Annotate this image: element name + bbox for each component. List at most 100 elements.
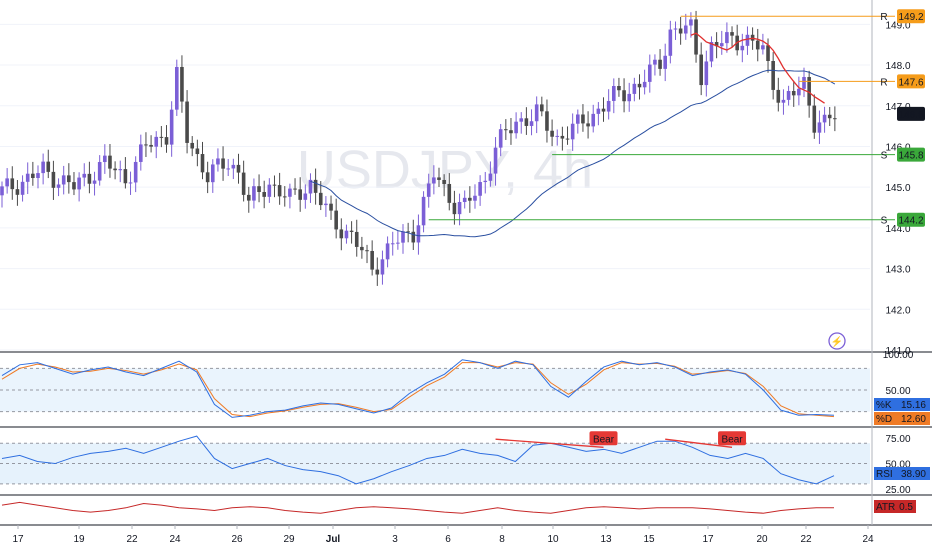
- x-tick-label: 3: [392, 534, 398, 545]
- candle-body: [303, 193, 308, 200]
- x-tick-label: 29: [283, 534, 295, 545]
- candle-body: [529, 121, 534, 126]
- candle-body: [524, 118, 529, 126]
- candle-body: [791, 90, 796, 96]
- rsi-line: [1, 435, 835, 485]
- candle-body: [41, 161, 45, 174]
- atr-value: 0.5: [899, 502, 913, 513]
- x-tick-label: 24: [169, 534, 181, 545]
- candle-body: [226, 168, 231, 170]
- candle-body: [437, 177, 441, 180]
- candle-body: [426, 183, 431, 197]
- candle-body: [272, 184, 277, 186]
- candle-body: [103, 155, 107, 163]
- candle-body: [468, 197, 472, 201]
- candle-body: [473, 195, 477, 201]
- candle-body: [565, 138, 570, 140]
- candle-body: [246, 194, 251, 201]
- candle-body: [457, 202, 462, 215]
- candle-body: [637, 83, 642, 88]
- candle-body: [452, 202, 457, 215]
- candle-body: [159, 136, 164, 138]
- last-price-box: [897, 106, 925, 121]
- bear-tag-label: Bear: [593, 434, 615, 445]
- rsi-tick-label: 25.00: [885, 485, 910, 496]
- candle-body: [673, 28, 678, 30]
- candle-body: [236, 164, 241, 173]
- candle-body: [478, 182, 482, 196]
- candle-body: [360, 246, 364, 251]
- candle-body: [550, 130, 554, 137]
- price-tick-label: 144.0: [885, 224, 910, 235]
- candle-body: [786, 90, 791, 100]
- candle-body: [709, 42, 714, 62]
- candle-body: [812, 105, 817, 133]
- level-price-label: 145.8: [898, 151, 923, 162]
- candle-body: [653, 59, 657, 65]
- candle-body: [329, 203, 333, 211]
- candle-body: [627, 93, 632, 102]
- stoch-tick-label: 100.00: [883, 350, 914, 361]
- rsi-tick-label: 50.00: [885, 460, 910, 471]
- candle-body: [442, 179, 446, 184]
- candle-body: [262, 192, 266, 197]
- candle-body: [740, 45, 745, 51]
- candle-body: [10, 178, 15, 190]
- x-tick-label: 6: [445, 534, 451, 545]
- candle-body: [606, 100, 611, 112]
- candle-body: [257, 186, 261, 193]
- candle-body: [113, 168, 117, 171]
- stoch-k-name: %K: [876, 400, 892, 411]
- candle-body: [370, 250, 374, 270]
- candle-body: [781, 99, 786, 103]
- candle-body: [139, 144, 143, 162]
- atr-name: ATR: [876, 502, 895, 513]
- candle-body: [308, 179, 313, 194]
- candle-body: [755, 40, 760, 50]
- candle-body: [611, 86, 616, 101]
- candle-body: [385, 243, 390, 260]
- candle-body: [298, 189, 302, 200]
- candle-body: [133, 161, 138, 183]
- candle-body: [252, 186, 256, 201]
- candle-body: [344, 230, 349, 239]
- candle-body: [822, 114, 827, 123]
- candle-body: [416, 225, 421, 243]
- rsi-divergence-line: [665, 438, 733, 448]
- candle-body: [190, 142, 195, 149]
- price-tick-label: 145.0: [885, 183, 910, 194]
- candle-body: [591, 113, 596, 127]
- candle-body: [534, 104, 539, 122]
- candle-body: [719, 43, 724, 47]
- candle-body: [596, 108, 601, 114]
- candle-body: [647, 64, 652, 82]
- level-price-box: [897, 74, 925, 89]
- candle-body: [180, 66, 184, 102]
- candle-body: [293, 188, 297, 190]
- candle-body: [324, 203, 328, 206]
- candle-body: [216, 158, 220, 165]
- candle-body: [185, 101, 189, 143]
- ma-line-blue: [310, 69, 836, 238]
- candle-body: [5, 178, 9, 187]
- watermark: USDJPY, 4h: [297, 140, 593, 200]
- candle-body: [683, 25, 688, 34]
- stoch-d-value: 12.60: [901, 414, 926, 425]
- flash-icon[interactable]: [828, 332, 846, 350]
- candle-body: [421, 196, 426, 226]
- x-tick-label: 13: [600, 534, 612, 545]
- candle-body: [174, 66, 179, 110]
- stoch-d-name: %D: [876, 414, 892, 425]
- candle-body: [509, 130, 513, 134]
- x-tick-label: 20: [756, 534, 768, 545]
- candle-body: [267, 184, 272, 197]
- candle-body: [483, 180, 488, 183]
- candle-body: [77, 177, 81, 190]
- candle-body: [97, 162, 102, 181]
- candle-body: [540, 104, 544, 112]
- candle-body: [288, 188, 292, 197]
- candle-body: [169, 109, 174, 145]
- candle-body: [432, 177, 436, 184]
